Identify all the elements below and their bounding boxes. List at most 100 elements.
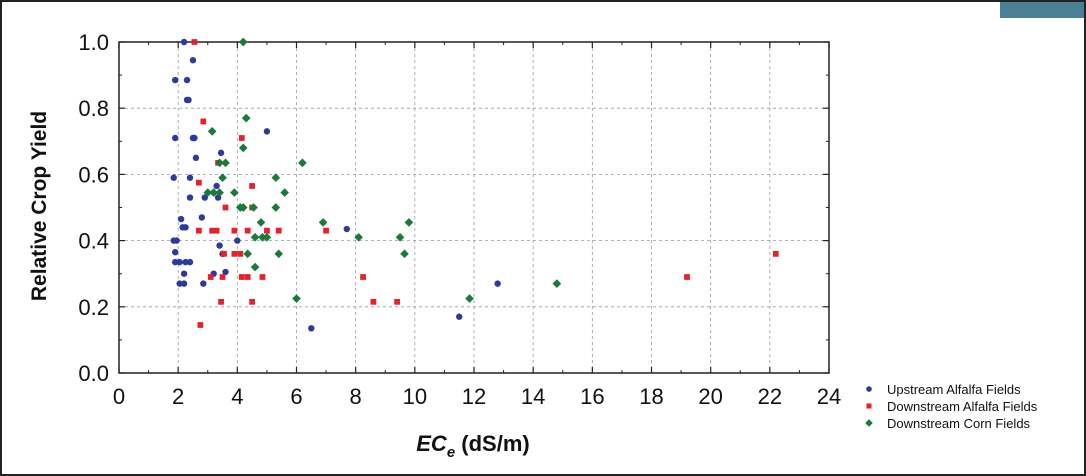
- diamond-point: [465, 294, 474, 303]
- x-axis-title-main: EC: [416, 431, 448, 456]
- circle-point: [343, 225, 350, 233]
- diamond-point: [218, 173, 227, 183]
- square-point: [244, 227, 251, 234]
- square-point: [197, 322, 204, 328]
- diamond-point: [249, 203, 258, 212]
- diamond-point: [250, 262, 260, 272]
- y-axis-title: Relative Crop Yield: [28, 111, 51, 301]
- circle-point: [180, 280, 188, 287]
- circle-point: [182, 258, 189, 266]
- diamond-point: [274, 249, 284, 259]
- x-tick-label: 20: [698, 384, 722, 409]
- circle-point: [263, 128, 271, 135]
- diamond-point: [238, 203, 248, 212]
- diamond-point: [221, 158, 230, 168]
- x-tick-label: 8: [350, 384, 362, 409]
- diamond-point: [271, 203, 281, 212]
- circle-point: [213, 182, 220, 190]
- diamond-point: [215, 188, 224, 197]
- x-axis-title-subscript: e: [447, 444, 455, 461]
- circle-point: [198, 214, 206, 221]
- y-tick-label: 0.2: [78, 295, 109, 320]
- diamond-point: [215, 158, 224, 168]
- circle-point: [216, 242, 223, 249]
- legend-marker-diamond: [865, 419, 873, 427]
- x-tick-label: 16: [580, 384, 604, 409]
- x-axis-title: ECe (dS/m): [416, 431, 529, 461]
- circle-point: [179, 224, 186, 231]
- circle-point: [191, 134, 198, 142]
- square-point: [195, 179, 202, 186]
- square-point: [244, 274, 251, 280]
- y-tick-label: 0.6: [78, 162, 109, 187]
- square-point: [222, 204, 229, 211]
- x-tick-label: 22: [758, 384, 782, 409]
- diamond-point: [292, 294, 301, 303]
- x-tick-labels: 0 2 4 6 8 10 12 14 16 18 20 22 24: [113, 384, 841, 409]
- square-point: [237, 250, 244, 257]
- square-point: [238, 274, 245, 280]
- legend-entry-label: Downstream Alfalfa Fields: [887, 399, 1038, 414]
- square-point: [213, 227, 220, 234]
- diamond-point: [258, 232, 267, 242]
- circle-point: [172, 134, 179, 142]
- circle-point: [222, 268, 229, 276]
- circle-point: [173, 237, 180, 244]
- diamond-point: [241, 113, 251, 123]
- square-point: [219, 274, 226, 280]
- grid-lines: [119, 42, 829, 373]
- square-point: [221, 250, 227, 257]
- square-point: [684, 274, 690, 280]
- circle-point: [172, 76, 179, 84]
- square-point: [323, 227, 329, 234]
- corner-tab-decoration: [1000, 0, 1086, 18]
- x-tick-label: 24: [817, 384, 841, 409]
- legend-entry-label: Upstream Alfalfa Fields: [887, 382, 1021, 397]
- diamond-point: [395, 232, 405, 242]
- x-tick-label: 18: [639, 384, 663, 409]
- diamond-point: [354, 232, 363, 242]
- circle-point: [494, 280, 501, 287]
- axis-ticks: [118, 41, 830, 374]
- square-point: [209, 227, 216, 234]
- y-tick-label: 0.8: [78, 96, 109, 121]
- circle-point: [186, 194, 194, 201]
- circle-point: [185, 96, 192, 104]
- x-tick-label: 6: [290, 384, 302, 409]
- diamond-point: [230, 188, 239, 197]
- y-tick-labels: 0.0 0.2 0.4 0.6 0.8 1.0: [78, 30, 109, 386]
- data-points: [170, 37, 779, 332]
- legend: Upstream Alfalfa Fields Downstream Alfalf…: [865, 382, 1038, 431]
- diamond-point: [243, 249, 253, 259]
- x-tick-label: 4: [231, 384, 243, 409]
- diamond-point: [318, 218, 328, 227]
- diamond-point: [203, 188, 213, 197]
- square-point: [191, 39, 198, 45]
- square-point: [249, 183, 256, 189]
- diamond-point: [404, 218, 414, 227]
- square-point: [231, 250, 238, 257]
- circle-point: [201, 194, 208, 201]
- square-point: [249, 298, 256, 305]
- diamond-point: [271, 173, 281, 183]
- diamond-point: [238, 37, 248, 47]
- square-point: [275, 227, 282, 234]
- circle-point: [180, 38, 188, 46]
- diamond-point: [238, 143, 248, 153]
- y-tick-label: 0.0: [78, 361, 109, 386]
- x-tick-label: 0: [113, 384, 125, 409]
- circle-point: [234, 237, 241, 244]
- diamond-point: [262, 232, 272, 242]
- square-point: [207, 274, 214, 280]
- y-tick-label: 0.4: [78, 229, 109, 254]
- circle-point: [172, 258, 179, 266]
- square-point: [231, 227, 238, 234]
- circle-point: [183, 76, 191, 84]
- legend-entry-label: Downstream Corn Fields: [887, 416, 1031, 431]
- diamond-point: [207, 127, 217, 136]
- diamond-point: [280, 188, 289, 197]
- y-tick-label: 1.0: [78, 30, 109, 55]
- square-point: [394, 298, 400, 305]
